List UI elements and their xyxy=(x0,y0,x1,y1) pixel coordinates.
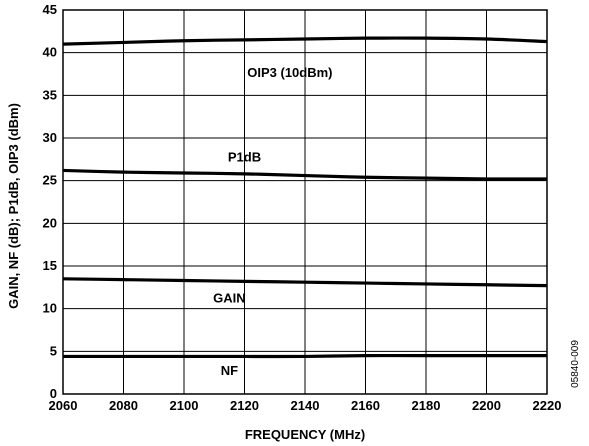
series-label-oip3-10dbm: OIP3 (10dBm) xyxy=(247,65,332,80)
y-tick-label: 0 xyxy=(50,386,57,401)
y-tick-label: 35 xyxy=(43,87,57,102)
series-line-p1db xyxy=(62,168,548,181)
x-tick-label: 2080 xyxy=(109,398,138,413)
y-tick-label: 45 xyxy=(43,2,57,17)
series-line-nf xyxy=(63,353,547,359)
y-tick-label: 40 xyxy=(43,45,57,60)
grid xyxy=(63,10,547,394)
x-tick-label: 2200 xyxy=(472,398,501,413)
series-lines xyxy=(62,36,548,359)
y-axis-title: GAIN, NF (dB); P1dB, OIP3 (dBm) xyxy=(6,103,21,309)
x-axis-tick-labels: 2060 2080 2100 2120 2140 2160 2180 2200 2220 xyxy=(49,398,562,413)
x-axis-title: FREQUENCY (MHz) xyxy=(245,427,365,442)
series-labels: OIP3 (10dBm) P1dB GAIN NF xyxy=(213,65,332,378)
y-tick-label: 15 xyxy=(43,258,57,273)
x-tick-label: 2220 xyxy=(533,398,562,413)
y-tick-label: 5 xyxy=(50,343,57,358)
plot-frame xyxy=(62,9,548,395)
x-tick-label: 2100 xyxy=(170,398,199,413)
series-line-gain xyxy=(62,277,548,288)
series-label-nf: NF xyxy=(221,363,238,378)
x-tick-label: 2140 xyxy=(291,398,320,413)
y-tick-label: 30 xyxy=(43,130,57,145)
y-tick-label: 10 xyxy=(43,301,57,316)
figure-id: 05840-009 xyxy=(570,340,581,388)
y-axis-tick-labels: 0 5 10 15 20 25 30 35 40 45 xyxy=(43,2,57,401)
y-tick-label: 20 xyxy=(43,215,57,230)
x-tick-label: 2180 xyxy=(412,398,441,413)
series-line-oip3-10dbm xyxy=(62,36,548,46)
x-tick-label: 2060 xyxy=(49,398,78,413)
x-tick-label: 2160 xyxy=(351,398,380,413)
x-tick-label: 2120 xyxy=(230,398,259,413)
y-tick-label: 25 xyxy=(43,173,57,188)
series-label-p1db: P1dB xyxy=(228,150,261,165)
series-label-gain: GAIN xyxy=(213,290,246,305)
